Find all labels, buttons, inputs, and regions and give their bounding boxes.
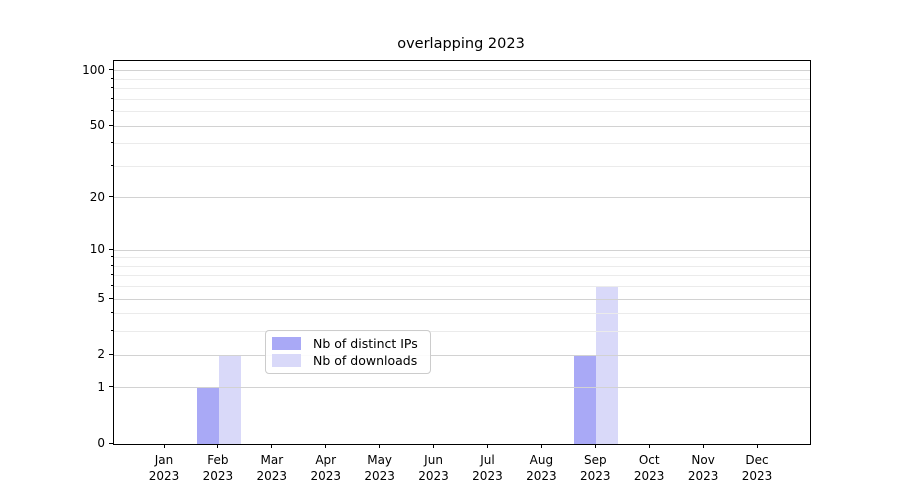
gridline-major: [114, 249, 810, 251]
x-tick-mark: [702, 444, 704, 448]
y-tick-mark: [109, 248, 113, 250]
y-tick-label: 5: [97, 291, 105, 306]
gridline-major: [114, 125, 810, 127]
x-tick-label: May 2023: [364, 453, 395, 483]
x-tick-label: Dec 2023: [741, 453, 773, 483]
y-tick-mark: [109, 386, 113, 388]
x-tick-label: Jun 2023: [418, 453, 449, 483]
bar-distinct-ips-feb: [196, 387, 219, 444]
y-tick-mark-minor: [110, 164, 113, 166]
y-tick-mark-minor: [110, 330, 113, 332]
bar-downloads-feb: [218, 355, 241, 444]
x-tick-label: Apr 2023: [310, 453, 341, 483]
y-tick-mark-minor: [110, 274, 113, 276]
gridline-minor: [114, 331, 810, 333]
y-tick-mark-minor: [110, 142, 113, 144]
x-tick-mark: [163, 444, 165, 448]
bar-downloads-sep: [596, 286, 619, 444]
x-tick-mark: [325, 444, 327, 448]
y-tick-label: 0: [97, 436, 105, 450]
y-tick-label: 100: [82, 62, 105, 77]
y-tick-mark: [109, 196, 113, 198]
y-tick-mark: [109, 69, 113, 71]
gridline-major: [114, 298, 810, 300]
legend-swatch-icon: [272, 354, 301, 368]
x-tick-label: Jul 2023: [472, 453, 503, 483]
legend-swatch-icon: [272, 336, 301, 350]
y-tick-mark-minor: [110, 87, 113, 89]
y-tick-mark-minor: [110, 264, 113, 266]
chart-title: overlapping 2023: [397, 36, 525, 52]
y-tick-mark-minor: [110, 77, 113, 79]
x-tick-mark: [379, 444, 381, 448]
x-tick-label: Aug 2023: [526, 453, 557, 483]
y-tick-mark: [109, 297, 113, 299]
gridline-minor: [114, 88, 810, 90]
gridline-major: [114, 70, 810, 72]
x-tick-label: Sep 2023: [579, 453, 611, 483]
x-tick-mark: [594, 444, 596, 448]
y-tick-mark: [109, 442, 113, 444]
x-tick-mark: [271, 444, 273, 448]
x-tick-label: Mar 2023: [256, 453, 288, 483]
gridline-minor: [114, 165, 810, 167]
y-tick-mark-minor: [110, 285, 113, 287]
gridline-minor: [114, 265, 810, 267]
gridline-minor: [114, 257, 810, 259]
x-tick-mark: [756, 444, 758, 448]
gridline-minor: [114, 78, 810, 80]
gridline-minor: [114, 275, 810, 277]
gridline-minor: [114, 286, 810, 288]
y-tick-label: 1: [97, 379, 105, 394]
y-tick-mark: [109, 124, 113, 126]
legend-item: Nb of downloads: [272, 353, 422, 368]
plot-area: [113, 60, 811, 445]
y-tick-mark: [109, 353, 113, 355]
legend-item-label: Nb of downloads: [313, 353, 418, 369]
gridline-major: [114, 197, 810, 199]
gridline-minor: [114, 98, 810, 100]
y-tick-label: 10: [89, 242, 105, 257]
y-tick-label: 20: [89, 189, 105, 204]
x-tick-label: Feb 2023: [202, 453, 234, 483]
y-tick-mark-minor: [110, 110, 113, 112]
y-tick-label: 50: [89, 118, 105, 133]
x-tick-mark: [486, 444, 488, 448]
y-tick-mark-minor: [110, 256, 113, 258]
legend-item: Nb of distinct IPs: [272, 336, 422, 351]
legend-item-label: Nb of distinct IPs: [313, 335, 418, 351]
gridline-minor: [114, 143, 810, 145]
x-tick-mark: [648, 444, 650, 448]
x-tick-label: Nov 2023: [687, 453, 719, 483]
gridline-minor: [114, 111, 810, 113]
x-tick-mark: [433, 444, 435, 448]
x-tick-label: Jan 2023: [148, 453, 180, 483]
x-tick-label: Oct 2023: [633, 453, 665, 483]
legend: Nb of distinct IPs Nb of downloads: [265, 330, 431, 374]
y-tick-label: 2: [97, 347, 105, 362]
x-tick-mark: [217, 444, 219, 448]
y-tick-mark-minor: [110, 97, 113, 99]
x-tick-mark: [540, 444, 542, 448]
y-tick-mark-minor: [110, 312, 113, 314]
gridline-minor: [114, 313, 810, 315]
bar-distinct-ips-sep: [574, 355, 597, 444]
